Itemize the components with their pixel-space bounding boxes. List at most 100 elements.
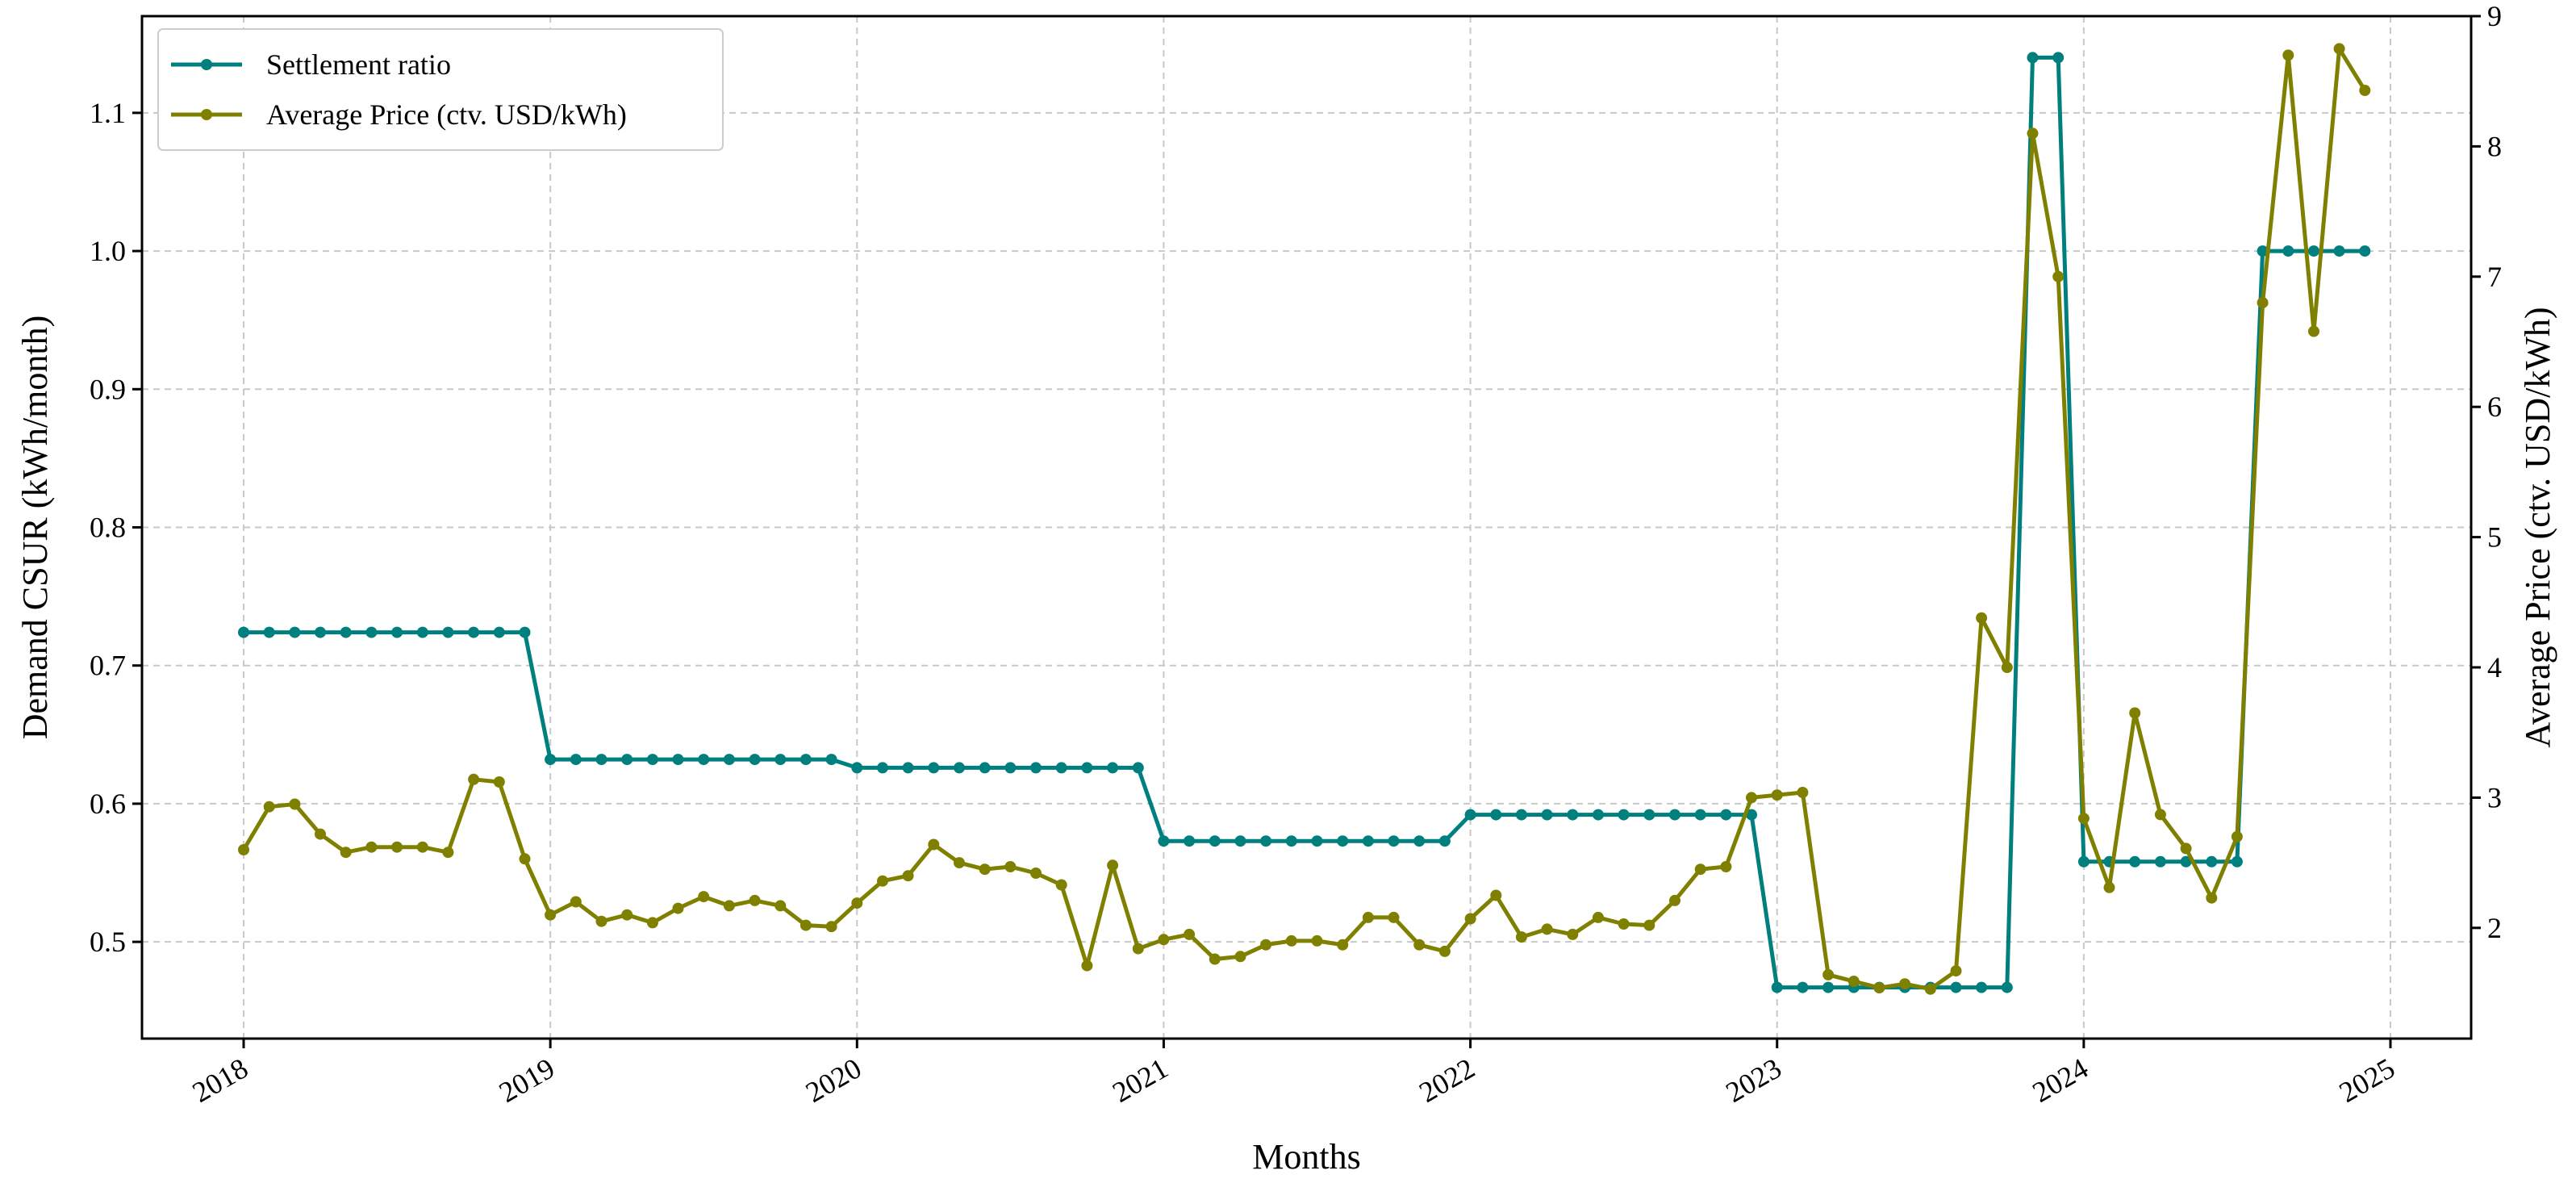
settlement-ratio-point [1567, 809, 1579, 821]
average-price-point [979, 863, 991, 876]
settlement-ratio-point [1030, 762, 1042, 774]
settlement-ratio-point [1643, 809, 1655, 821]
settlement-ratio-point [1541, 809, 1553, 821]
average-price-point [672, 902, 684, 914]
average-price-point [825, 921, 837, 933]
legend-marker-settlement [201, 59, 212, 70]
settlement-ratio-point [1694, 809, 1706, 821]
settlement-ratio-point [1976, 981, 1988, 993]
average-price-point [1107, 859, 1119, 872]
average-price-point [1873, 982, 1885, 994]
average-price-point [263, 801, 275, 813]
settlement-ratio-point [1209, 835, 1221, 847]
settlement-ratio-point [723, 754, 735, 766]
average-price-point [391, 841, 403, 853]
y-right-tick-label: 6 [2487, 391, 2502, 423]
average-price-point [2154, 809, 2166, 821]
average-price-point [1285, 934, 1297, 947]
legend-label-price: Average Price (ctv. USD/kWh) [266, 98, 627, 131]
average-price-point [1184, 928, 1196, 940]
legend-box [157, 28, 724, 151]
y-left-tick-label: 0.8 [90, 512, 126, 544]
y-right-tick-label: 2 [2487, 912, 2502, 944]
settlement-ratio-point [315, 626, 326, 638]
average-price-point [2231, 830, 2243, 842]
settlement-ratio-point [1158, 835, 1170, 847]
average-price-point [468, 773, 480, 785]
settlement-ratio-point [1055, 762, 1067, 774]
average-price-point [2206, 892, 2218, 904]
settlement-ratio-point [2180, 855, 2192, 868]
settlement-ratio-point [1107, 762, 1119, 774]
settlement-ratio-point [774, 754, 787, 766]
y-right-tick-label: 8 [2487, 130, 2502, 162]
settlement-ratio-point [1618, 809, 1630, 821]
settlement-ratio-point [1184, 835, 1196, 847]
average-price-point [416, 841, 428, 853]
settlement-ratio-point [2359, 245, 2371, 257]
average-price-point [851, 897, 863, 909]
average-price-point [2180, 842, 2192, 855]
settlement-ratio-point [570, 754, 582, 766]
x-axis-title: Months [1252, 1137, 1360, 1177]
average-price-point [902, 870, 914, 882]
settlement-ratio-point [1464, 809, 1476, 821]
average-price-point [1209, 953, 1221, 965]
settlement-ratio-point [1337, 835, 1349, 847]
settlement-ratio-point [646, 754, 658, 766]
average-price-point [2333, 43, 2345, 55]
settlement-ratio-point [289, 626, 301, 638]
average-price-point [2077, 813, 2090, 825]
settlement-ratio-point [391, 626, 403, 638]
average-price-point [1004, 861, 1017, 872]
settlement-ratio-point [1413, 835, 1426, 847]
settlement-ratio-point [825, 754, 837, 766]
settlement-ratio-point [2001, 981, 2013, 993]
settlement-ratio-point [1771, 981, 1783, 993]
settlement-ratio-point [1515, 809, 1527, 821]
average-price-point [493, 776, 505, 788]
settlement-ratio-point [595, 754, 607, 766]
average-price-point [442, 847, 454, 859]
average-price-point [1976, 612, 1988, 624]
settlement-ratio-point [800, 754, 812, 766]
average-price-point [1822, 968, 1835, 980]
average-price-point [1541, 923, 1553, 935]
settlement-ratio-point [493, 626, 505, 638]
average-price-point [1593, 911, 1604, 923]
average-price-point [1669, 894, 1680, 906]
average-price-point [545, 909, 557, 921]
y-left-tick-label: 0.5 [90, 926, 126, 958]
average-price-point [238, 844, 249, 855]
settlement-ratio-point [365, 626, 378, 638]
average-price-point [1899, 978, 1911, 990]
average-price-point [2359, 85, 2371, 96]
y-left-tick-label: 0.7 [90, 650, 126, 682]
average-price-point [1847, 976, 1860, 987]
settlement-ratio-point [1746, 809, 1757, 821]
settlement-ratio-point [1950, 981, 1962, 993]
settlement-ratio-point [851, 762, 863, 774]
average-price-point [621, 909, 633, 921]
average-price-point [519, 853, 531, 865]
average-price-point [1362, 911, 1374, 923]
average-price-point [1720, 861, 1732, 872]
average-price-point [1618, 918, 1630, 930]
average-price-point [1771, 789, 1783, 801]
settlement-ratio-point [928, 762, 940, 774]
settlement-ratio-point [877, 762, 888, 774]
settlement-ratio-point [2129, 855, 2141, 868]
average-price-point [2001, 662, 2013, 673]
settlement-ratio-point [1132, 762, 1144, 774]
y-axis-right-title: Average Price (ctv. USD/kWh) [2518, 307, 2557, 747]
average-price-point [928, 838, 940, 851]
settlement-ratio-point [545, 754, 557, 766]
settlement-ratio-point [1004, 762, 1017, 774]
settlement-ratio-point [1311, 835, 1323, 847]
settlement-ratio-point [1234, 835, 1246, 847]
settlement-ratio-point [2154, 855, 2166, 868]
y-right-tick-label: 5 [2487, 521, 2502, 554]
settlement-ratio-point [2282, 245, 2294, 257]
